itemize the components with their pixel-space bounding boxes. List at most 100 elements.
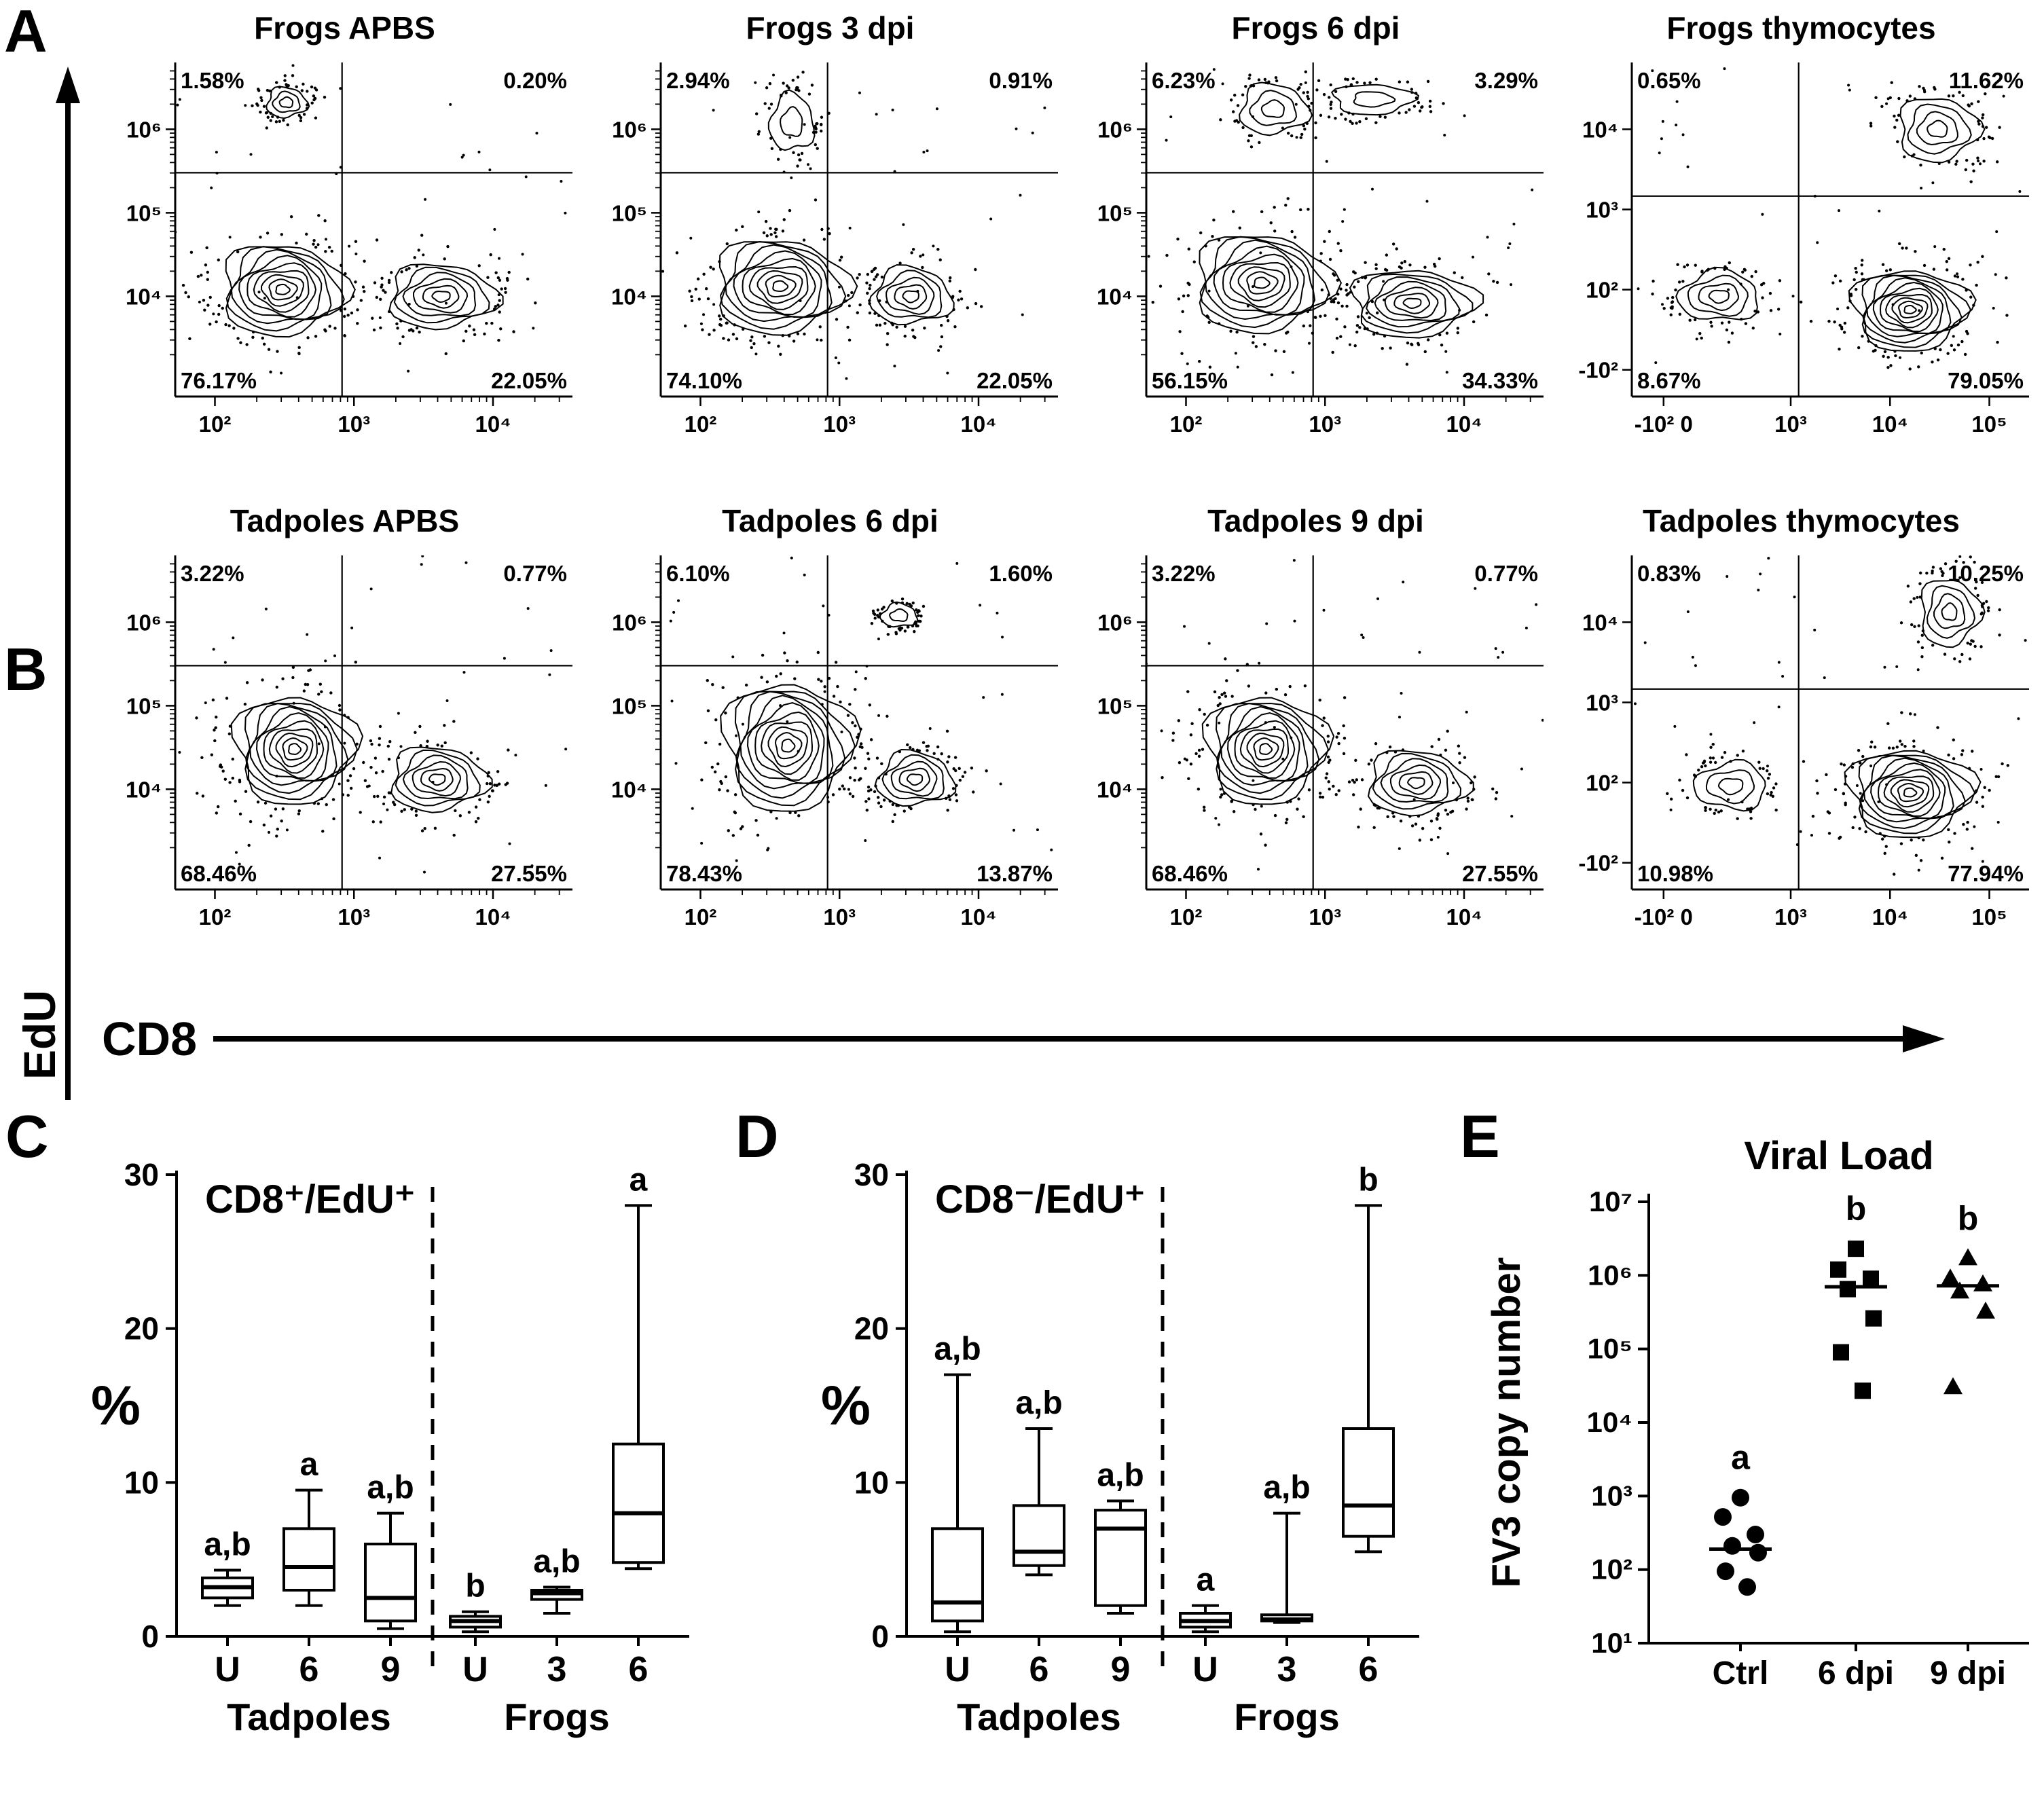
y-tick-label: 10⁵	[126, 693, 161, 718]
flow-plot-title: Tadpoles 9 dpi	[1207, 503, 1424, 538]
sig-label: a,b	[1263, 1470, 1310, 1506]
scatter-plot-E: 10¹ 10² 10³ 10⁴ 10⁵ 10⁶ 10⁷ FV3 copy number Vira…	[1484, 1134, 2029, 1691]
flow-plot-canvas: 10² 10³ 10⁴ 10⁴ 10⁵ 10⁶ 1.58% 0.20% 76.17% 22.05%	[125, 62, 572, 437]
y-tick-label: 10⁶	[612, 117, 647, 142]
y-tick-label: 10⁴	[1582, 610, 1618, 635]
y-tick-label: 10¹	[1591, 1627, 1632, 1659]
quadrant-pct-bottom-left: 8.67%	[1637, 368, 1701, 393]
contour-populations	[1633, 555, 2027, 876]
y-tick-label: -10²	[1578, 358, 1618, 383]
quadrant-pct-bottom-left: 68.46%	[181, 861, 257, 886]
contour-populations	[1146, 559, 1544, 871]
x-tick-label: 10⁴	[475, 904, 511, 930]
flow-plot-canvas: 10² 10³ 10⁴ 10⁴ 10⁵ 10⁶ 3.22% 0.77% 68.46% 27.55%	[125, 555, 572, 930]
flow-plot-tadpoles-apbs: Tadpoles APBS 10² 10³ 10⁴ 10⁴ 10⁵ 10⁶ 3.22% 0.77…	[102, 493, 587, 957]
bottom-panels: C 0 10 20 30% CD8⁺/EdU⁺ a,b a a,b b a,b a U 6 9 U 3 6 Tad…	[0, 1093, 2044, 1799]
x-cat-label: 6	[1359, 1650, 1379, 1689]
sig-label: a	[1197, 1562, 1215, 1598]
x-cat-label: 3	[547, 1650, 567, 1689]
y-tick-label: 10⁴	[1096, 284, 1132, 309]
flow-plot-canvas: 10² 10³ 10⁴ 10⁴ 10⁵ 10⁶ 6.10% 1.60% 78.43% 13.87%	[610, 555, 1058, 930]
chart-title: Viral Load	[1744, 1134, 1933, 1178]
x-cat-label: U	[1192, 1650, 1218, 1689]
x-cat-label: 6	[299, 1650, 319, 1689]
box-plot-D: 0 10 20 30% CD8⁻/EdU⁺ a,b a,b a,b a a,b b U 6 9 U 3 6 Tad…	[821, 1157, 1419, 1738]
sig-label: b	[1358, 1162, 1378, 1198]
quadrant-pct-top-right: 0.91%	[989, 68, 1053, 93]
x-tick-label: 10⁴	[1872, 411, 1908, 437]
group-label-frogs: Frogs	[1234, 1695, 1340, 1738]
flow-plot-tadpoles-6-dpi: Tadpoles 6 dpi 10² 10³ 10⁴ 10⁴ 10⁵ 10⁶ 6.10% 1.6…	[587, 493, 1073, 957]
quadrant-pct-top-left: 2.94%	[666, 68, 730, 93]
x-tick-label: -10² 0	[1634, 411, 1692, 437]
y-tick-label: 10²	[1586, 771, 1618, 796]
x-tick-label: 10³	[1774, 411, 1807, 437]
sig-label: a,b	[934, 1331, 981, 1367]
sig-label: a,b	[1097, 1458, 1144, 1494]
quadrant-pct-top-right: 0.20%	[503, 68, 567, 93]
y-tick-label: 10	[124, 1465, 159, 1500]
y-tick-label: 10⁴	[610, 284, 646, 309]
x-tick-label: 10³	[1309, 411, 1341, 437]
x-tick-label: -10² 0	[1634, 904, 1692, 930]
y-tick-label: 20	[124, 1311, 159, 1346]
quadrant-pct-bottom-left: 78.43%	[666, 861, 742, 886]
group-label-frogs: Frogs	[504, 1695, 610, 1738]
panel-label-d: D	[735, 1103, 779, 1170]
x-cat-label: 9 dpi	[1930, 1655, 2006, 1691]
x-cat-label: 3	[1277, 1650, 1297, 1689]
y-tick-label: 30	[124, 1157, 159, 1192]
y-tick-label: 10⁶	[612, 610, 647, 635]
y-tick-label: 10⁶	[1097, 610, 1133, 635]
flow-plot-canvas: 10² 10³ 10⁴ 10⁴ 10⁵ 10⁶ 3.22% 0.77% 68.46% 27.55%	[1096, 555, 1544, 930]
flow-plot-title: Tadpoles APBS	[230, 503, 460, 538]
y-tick-label: 10⁵	[611, 200, 646, 225]
x-tick-label: 10²	[1169, 411, 1202, 437]
x-tick-label: 10³	[337, 904, 370, 930]
x-tick-label: 10²	[198, 411, 231, 437]
y-tick-label: 10²	[1586, 278, 1618, 303]
quadrant-pct-bottom-right: 22.05%	[491, 368, 567, 393]
x-cat-label: U	[462, 1650, 488, 1689]
quadrant-pct-top-right: 1.60%	[989, 561, 1053, 586]
cd8-axis-arrow-icon	[213, 1025, 1946, 1052]
flow-left-gutter: A B EdU	[0, 0, 102, 1114]
x-tick-label: 10⁵	[1971, 904, 2007, 930]
y-tick-label: -10²	[1578, 851, 1618, 876]
quadrant-pct-top-left: 3.22%	[1152, 561, 1216, 586]
flow-plot-title: Tadpoles thymocytes	[1643, 503, 1960, 538]
x-cat-label: Ctrl	[1713, 1655, 1769, 1691]
panel-label-a: A	[4, 0, 48, 65]
cd8-axis-label: CD8	[102, 1012, 198, 1065]
x-tick-label: 10⁴	[960, 904, 996, 930]
flow-plot-canvas: 10² 10³ 10⁴ 10⁴ 10⁵ 10⁶ 2.94% 0.91% 74.10% 22.05%	[610, 62, 1058, 437]
quadrant-pct-bottom-right: 13.87%	[977, 861, 1053, 886]
quadrant-pct-top-left: 0.83%	[1637, 561, 1701, 586]
sig-label: a,b	[1015, 1385, 1062, 1421]
quadrant-pct-top-right: 0.77%	[503, 561, 567, 586]
y-tick-label: 10	[854, 1465, 889, 1500]
quadrant-pct-bottom-left: 10.98%	[1637, 861, 1713, 886]
flow-plot-frogs-6-dpi: Frogs 6 dpi 10² 10³ 10⁴ 10⁴ 10⁵ 10⁶ 6.23% 3.29% 5…	[1073, 0, 1558, 464]
y-tick-label: 10⁵	[1588, 1333, 1632, 1365]
y-tick-label: 10⁷	[1589, 1186, 1632, 1217]
x-tick-label: 10³	[823, 411, 856, 437]
sig-label: a	[300, 1447, 318, 1483]
sig-label: a,b	[367, 1470, 414, 1506]
panel-label-c: C	[5, 1103, 49, 1170]
quadrant-pct-top-right: 10.25%	[1948, 561, 2024, 586]
sig-label: a	[1731, 1439, 1751, 1477]
y-tick-label: 10²	[1591, 1554, 1632, 1585]
group-label-tadpoles: Tadpoles	[227, 1695, 391, 1738]
edu-axis-label: EdU	[14, 990, 65, 1080]
quadrant-pct-top-left: 6.10%	[666, 561, 730, 586]
x-cat-label: 9	[381, 1650, 401, 1689]
flow-plot-frogs-apbs: Frogs APBS 10² 10³ 10⁴ 10⁴ 10⁵ 10⁶ 1.58% 0.20% 76…	[102, 0, 587, 464]
y-tick-label: 20	[854, 1311, 889, 1346]
quadrant-pct-bottom-right: 27.55%	[1462, 861, 1538, 886]
x-tick-label: 10⁴	[475, 411, 511, 437]
contour-populations	[1637, 67, 2021, 371]
boxplot-cd8neg-edupos: 0 10 20 30% CD8⁻/EdU⁺ a,b a,b a,b a a,b b U 6 9 U 3 6 Tad…	[805, 1100, 1443, 1755]
x-tick-label: 10⁴	[960, 411, 996, 437]
quadrant-pct-top-left: 0.65%	[1637, 68, 1701, 93]
